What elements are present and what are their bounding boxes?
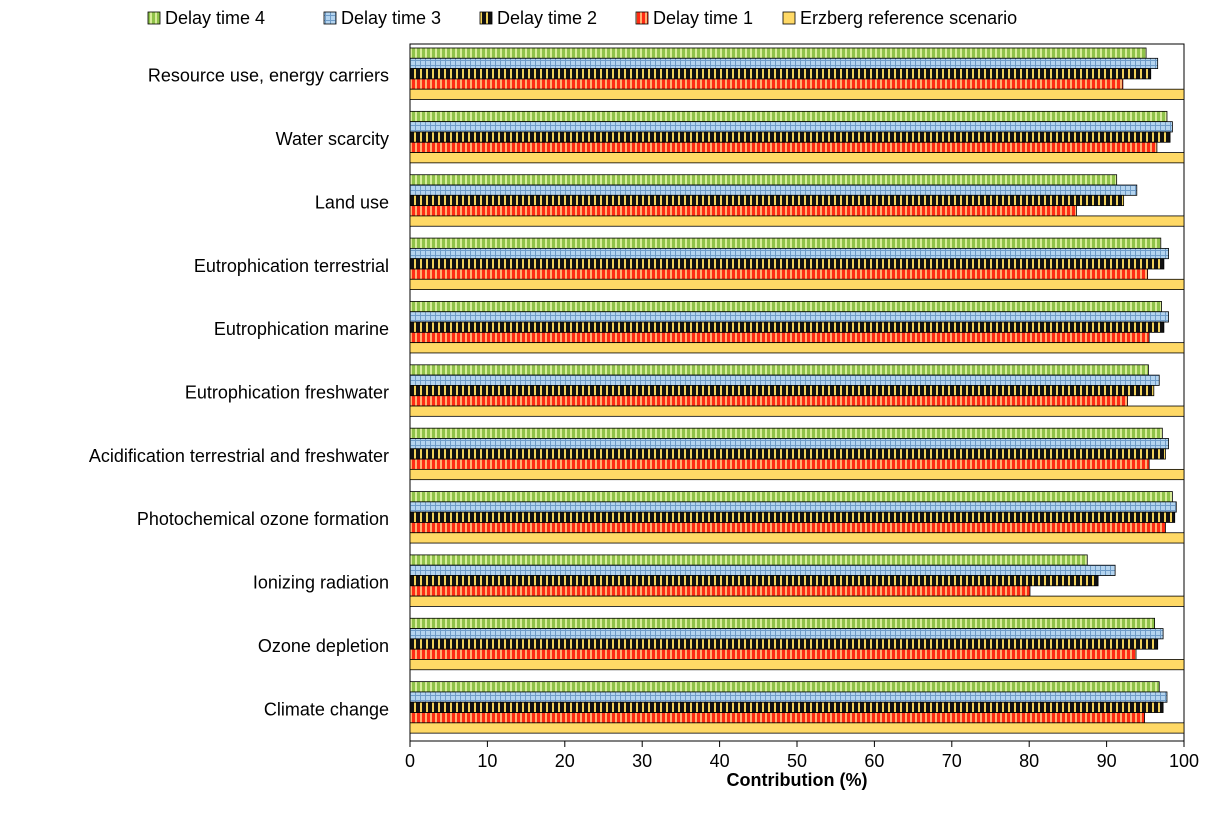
legend-label-delay-time-2: Delay time 2: [497, 8, 597, 28]
bar-acidification-terrestrial-and-freshwater-delay-time-1: [409, 458, 1150, 470]
category-label: Eutrophication marine: [214, 319, 389, 339]
bar-ionizing-radiation-delay-time-4: [409, 554, 1088, 566]
bar-eutrophication-freshwater-delay-time-1: [409, 395, 1128, 407]
x-tick-label: 30: [632, 751, 652, 771]
bar-ozone-depletion-delay-time-3: [409, 628, 1164, 640]
bar-resource-use-energy-carriers-delay-time-3: [409, 57, 1159, 69]
x-tick-label: 90: [1097, 751, 1117, 771]
bar-photochemical-ozone-formation-delay-time-1: [409, 522, 1166, 534]
category-label: Eutrophication freshwater: [185, 383, 389, 403]
bars: [409, 47, 1185, 734]
bar-climate-change-delay-time-1: [409, 712, 1145, 724]
x-tick-label: 70: [942, 751, 962, 771]
bar-ionizing-radiation-delay-time-3: [409, 564, 1116, 576]
x-tick-label: 20: [555, 751, 575, 771]
category-label: Eutrophication terrestrial: [194, 256, 389, 276]
bar-acidification-terrestrial-and-freshwater-delay-time-2: [409, 448, 1166, 460]
legend-swatch-delay-time-2: [479, 11, 493, 25]
bar-eutrophication-marine-delay-time-1: [409, 331, 1150, 344]
x-tick-label: 80: [1019, 751, 1039, 771]
bar-land-use-delay-time-3: [409, 184, 1138, 196]
legend-swatch-delay-time-3: [323, 11, 337, 25]
bar-resource-use-energy-carriers-erzberg-reference-scenario: [409, 88, 1185, 100]
bar-eutrophication-freshwater-delay-time-3: [409, 374, 1160, 386]
bar-ozone-depletion-erzberg-reference-scenario: [409, 659, 1185, 671]
bar-water-scarcity-erzberg-reference-scenario: [409, 152, 1185, 164]
legend-label-erzberg-reference-scenario: Erzberg reference scenario: [800, 8, 1017, 28]
bar-ionizing-radiation-delay-time-1: [409, 585, 1031, 597]
bar-ionizing-radiation-erzberg-reference-scenario: [409, 595, 1185, 607]
bar-acidification-terrestrial-and-freshwater-delay-time-4: [409, 427, 1163, 439]
bar-eutrophication-freshwater-delay-time-2: [409, 385, 1155, 397]
category-label: Land use: [315, 192, 389, 212]
bar-land-use-erzberg-reference-scenario: [409, 215, 1185, 227]
bar-photochemical-ozone-formation-delay-time-4: [409, 491, 1173, 503]
bar-photochemical-ozone-formation-delay-time-3: [409, 501, 1177, 513]
x-tick-label: 60: [864, 751, 884, 771]
bar-land-use-delay-time-4: [409, 174, 1118, 186]
legend-swatch-delay-time-4: [147, 11, 161, 25]
category-label: Ionizing radiation: [253, 573, 389, 593]
bar-eutrophication-terrestrial-delay-time-1: [409, 268, 1149, 280]
bar-climate-change-erzberg-reference-scenario: [409, 722, 1185, 734]
category-label: Resource use, energy carriers: [148, 66, 389, 86]
bar-eutrophication-terrestrial-delay-time-2: [409, 258, 1165, 270]
x-tick-label: 50: [787, 751, 807, 771]
category-label: Climate change: [264, 699, 389, 719]
bar-water-scarcity-delay-time-1: [409, 141, 1158, 153]
legend: Delay time 4 Delay time 3 Delay time 2 Dela…: [147, 8, 1017, 28]
legend-swatch-erzberg-reference-scenario: [782, 11, 796, 25]
bar-eutrophication-marine-delay-time-2: [409, 321, 1165, 333]
bar-eutrophication-terrestrial-erzberg-reference-scenario: [409, 278, 1185, 290]
x-tick-label: 100: [1169, 751, 1199, 771]
category-label: Photochemical ozone formation: [137, 509, 389, 529]
bar-eutrophication-freshwater-erzberg-reference-scenario: [409, 405, 1185, 417]
legend-label-delay-time-3: Delay time 3: [341, 8, 441, 28]
bar-eutrophication-marine-erzberg-reference-scenario: [409, 342, 1185, 354]
category-label: Water scarcity: [276, 129, 389, 149]
x-tick-label: 0: [405, 751, 415, 771]
bar-resource-use-energy-carriers-delay-time-1: [409, 78, 1124, 90]
bar-ozone-depletion-delay-time-1: [409, 648, 1137, 660]
x-tick-label: 10: [477, 751, 497, 771]
bar-resource-use-energy-carriers-delay-time-4: [409, 47, 1147, 59]
bar-photochemical-ozone-formation-erzberg-reference-scenario: [409, 532, 1185, 544]
bar-land-use-delay-time-2: [409, 194, 1125, 207]
bar-climate-change-delay-time-4: [409, 681, 1160, 693]
bar-land-use-delay-time-1: [409, 205, 1077, 217]
x-tick-label: 40: [710, 751, 730, 771]
category-labels: Resource use, energy carriers Water scarc…: [89, 66, 389, 720]
bar-eutrophication-freshwater-delay-time-4: [409, 364, 1149, 376]
x-axis-ticks: 0 10 20 30 40 50 60 70 80 90 100: [405, 741, 1199, 771]
category-label: Acidification terrestrial and freshwater: [89, 446, 389, 466]
bar-resource-use-energy-carriers-delay-time-2: [409, 68, 1152, 80]
bar-climate-change-delay-time-2: [409, 701, 1164, 713]
bar-ozone-depletion-delay-time-4: [409, 617, 1155, 629]
bar-water-scarcity-delay-time-3: [409, 121, 1173, 133]
bar-ozone-depletion-delay-time-2: [409, 638, 1159, 650]
bar-photochemical-ozone-formation-delay-time-2: [409, 511, 1176, 523]
bar-acidification-terrestrial-and-freshwater-erzberg-reference-scenario: [409, 468, 1185, 481]
category-label: Ozone depletion: [258, 636, 389, 656]
bar-eutrophication-terrestrial-delay-time-4: [409, 237, 1162, 249]
bar-climate-change-delay-time-3: [409, 691, 1168, 703]
legend-label-delay-time-4: Delay time 4: [165, 8, 265, 28]
bar-acidification-terrestrial-and-freshwater-delay-time-3: [409, 438, 1169, 450]
bar-eutrophication-terrestrial-delay-time-3: [409, 247, 1169, 260]
legend-swatch-delay-time-1: [635, 11, 649, 25]
x-axis-title: Contribution (%): [727, 770, 868, 790]
legend-label-delay-time-1: Delay time 1: [653, 8, 753, 28]
bar-ionizing-radiation-delay-time-2: [409, 575, 1099, 587]
bar-water-scarcity-delay-time-4: [409, 110, 1168, 123]
bar-eutrophication-marine-delay-time-3: [409, 311, 1169, 323]
bar-eutrophication-marine-delay-time-4: [409, 301, 1162, 313]
bar-water-scarcity-delay-time-2: [409, 131, 1171, 143]
